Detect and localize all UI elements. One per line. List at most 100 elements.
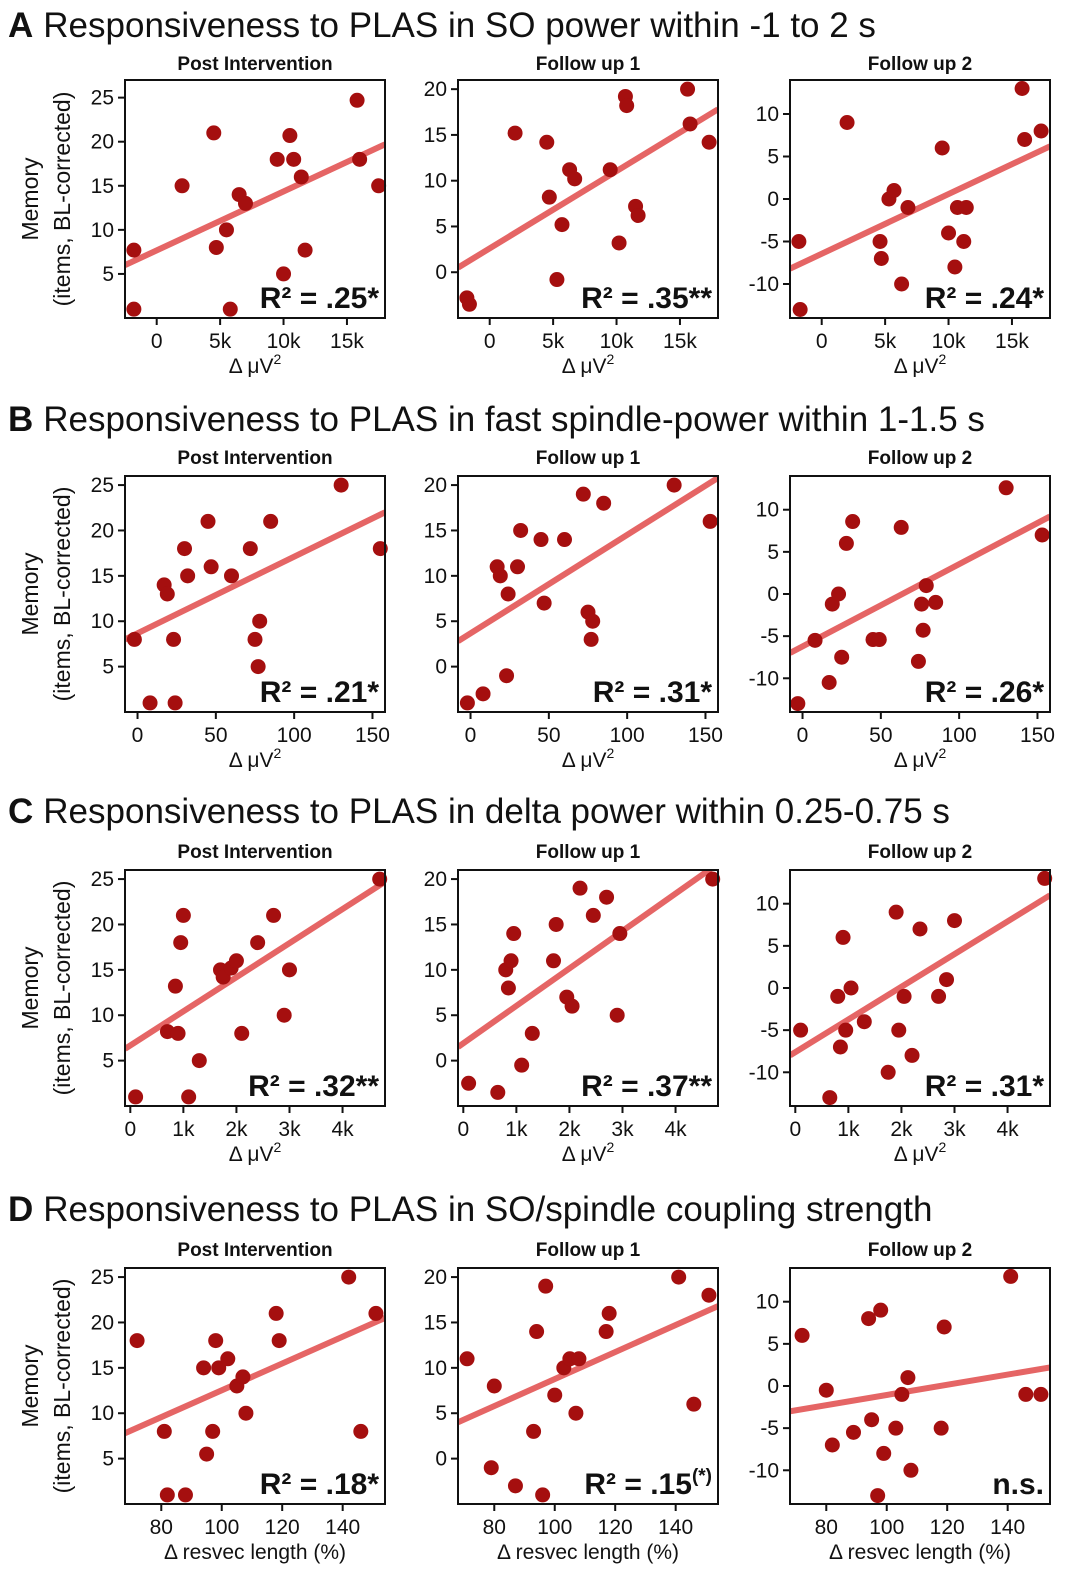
x-axis-label: Δ resvec length (%) — [164, 1541, 346, 1564]
annotation-main: R² = .31* — [593, 676, 713, 709]
data-point — [208, 1333, 224, 1349]
data-point — [611, 235, 627, 251]
row-letter: B — [8, 400, 34, 439]
data-point — [702, 513, 718, 529]
data-point — [564, 998, 580, 1014]
row-letter: D — [8, 1190, 34, 1229]
data-point — [206, 125, 222, 141]
x-tick-label: 150 — [688, 724, 723, 747]
data-point — [222, 301, 238, 317]
y-tick-label: 10 — [91, 1004, 114, 1027]
data-point — [506, 926, 522, 942]
panel-title: Follow up 2 — [868, 842, 973, 863]
r-squared-annotation: R² = .37** — [581, 1070, 712, 1103]
x-tick-label: 50 — [537, 724, 560, 747]
data-point — [1018, 1386, 1034, 1402]
data-point — [549, 272, 565, 288]
y-tick-label: 10 — [424, 1357, 447, 1380]
regression-line — [458, 476, 718, 644]
data-point — [271, 1333, 287, 1349]
data-point — [666, 477, 682, 493]
data-point — [872, 234, 888, 249]
y-tick-label: 0 — [435, 656, 447, 679]
x-axis-label-sup: 2 — [607, 351, 615, 367]
y-tick-label: -10 — [749, 273, 779, 296]
x-tick-label: 15k — [330, 330, 364, 353]
y-tick-label: 15 — [424, 913, 447, 936]
data-point — [701, 134, 717, 150]
data-point — [459, 695, 475, 711]
data-point — [682, 116, 698, 132]
panel-title: Follow up 2 — [868, 1240, 973, 1261]
axes-frame — [124, 475, 386, 713]
x-tick-label: 120 — [930, 1516, 965, 1539]
x-tick-label: 0 — [132, 724, 144, 747]
y-tick-label: 5 — [435, 1004, 447, 1027]
axes-frame — [124, 79, 386, 319]
y-axis-label: Memory — [17, 1344, 43, 1428]
data-point — [864, 1412, 880, 1428]
x-tick-label: 1k — [172, 1118, 195, 1141]
data-point — [835, 929, 851, 945]
data-point — [896, 988, 912, 1004]
axes-frame — [124, 1267, 386, 1505]
x-tick-label: 5k — [209, 330, 232, 353]
data-point — [276, 1007, 292, 1023]
data-point — [535, 1487, 551, 1503]
data-point — [612, 926, 628, 942]
x-axis-label-sup: 2 — [939, 1139, 947, 1155]
y-tick-label: 0 — [767, 188, 779, 211]
y-axis-label: Memory — [17, 157, 43, 241]
data-point — [220, 1351, 236, 1367]
y-tick-label: 10 — [424, 170, 447, 193]
regression-line — [458, 1303, 718, 1426]
data-point — [1034, 527, 1050, 543]
data-point — [821, 675, 837, 690]
data-point — [903, 1462, 919, 1478]
x-tick-label: 1k — [837, 1118, 860, 1141]
annotation-main: R² = .32** — [248, 1070, 379, 1103]
r-squared-annotation: R² = .26* — [925, 676, 1045, 709]
y-tick-label: 15 — [91, 1357, 114, 1380]
data-point — [371, 178, 387, 194]
data-point — [871, 632, 887, 648]
axes-frame — [457, 869, 719, 1107]
data-point — [461, 296, 477, 312]
x-axis-label-main: Δ resvec length (%) — [164, 1541, 346, 1564]
data-point — [266, 907, 282, 923]
annotation-main: R² = .26* — [925, 676, 1045, 709]
data-point — [500, 980, 516, 996]
x-axis-label-main: Δ μV — [894, 749, 939, 772]
data-point — [286, 151, 302, 167]
y-axis-label: Memory — [17, 946, 43, 1030]
x-axis-label: Δ μV2 — [229, 351, 282, 378]
data-point — [609, 1007, 625, 1023]
y-tick-label: 10 — [91, 610, 114, 633]
y-tick-label: 5 — [435, 1402, 447, 1425]
data-point — [831, 586, 847, 602]
y-tick-label: 25 — [91, 474, 114, 497]
data-point — [507, 125, 523, 141]
y-tick-label: 20 — [91, 913, 114, 936]
x-tick-label: 0 — [484, 330, 496, 353]
panel-title: Post Intervention — [177, 54, 332, 75]
data-point — [873, 1302, 889, 1318]
x-tick-label: 0 — [816, 330, 828, 353]
panel-title: Post Intervention — [177, 1240, 332, 1261]
r-squared-annotation: R² = .15(*) — [584, 1466, 712, 1501]
y-tick-label: 15 — [91, 175, 114, 198]
x-tick-label: 80 — [815, 1516, 838, 1539]
data-point — [180, 568, 196, 584]
row-title-text: Responsiveness to PLAS in delta power wi… — [43, 792, 950, 831]
data-point — [459, 1351, 475, 1367]
data-point — [536, 595, 552, 611]
x-axis-label-main: Δ μV — [894, 1143, 939, 1166]
regression-line — [790, 143, 1050, 272]
data-point — [934, 140, 950, 156]
data-point — [941, 225, 957, 241]
scatter-panel: Follow up 2 0 50 100 150 -10 -5 0 5 10 Δ μV2 R² = .… — [749, 448, 1055, 772]
data-point — [602, 162, 618, 178]
regression-line — [125, 509, 385, 643]
x-axis-label: Δ μV2 — [229, 745, 282, 772]
x-tick-label: 80 — [150, 1516, 173, 1539]
